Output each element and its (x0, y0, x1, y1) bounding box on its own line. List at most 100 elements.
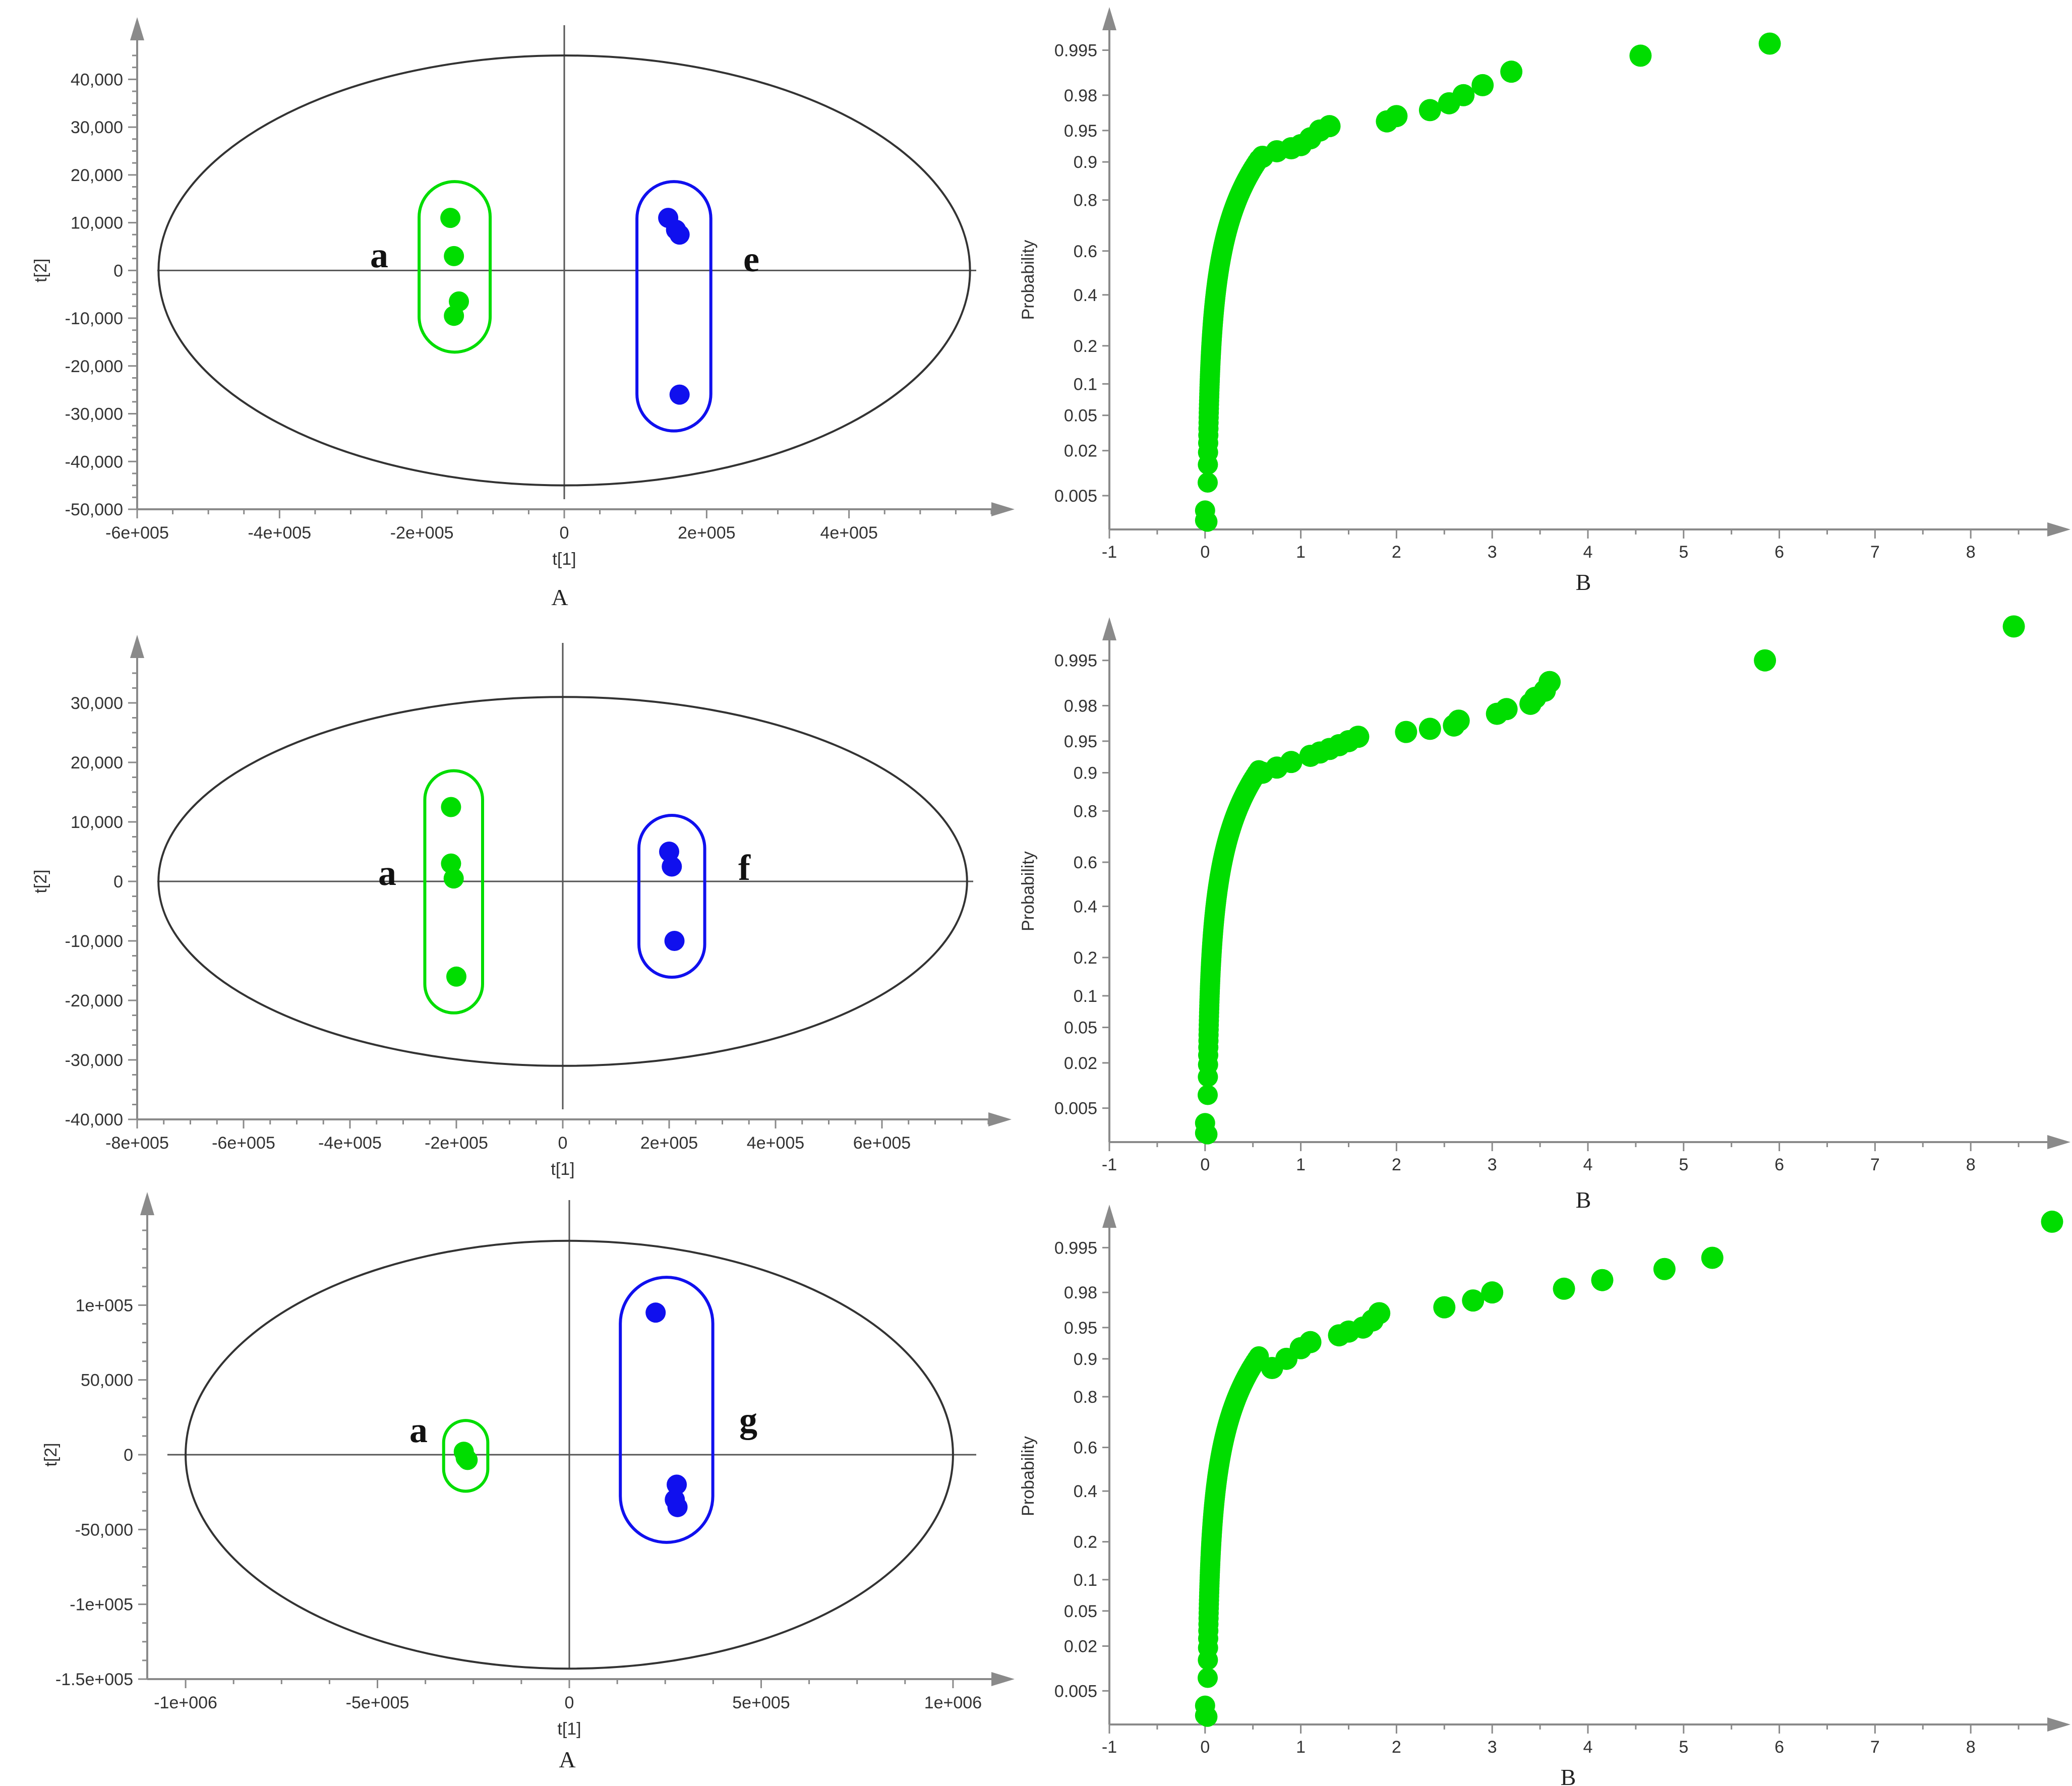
y-tick-label: -40,000 (65, 452, 123, 471)
prob-B1-y-axis-arrow (1102, 7, 1116, 30)
prob-B1-x-axis-arrow (2047, 522, 2070, 537)
x-tick-label: 8 (1966, 543, 1976, 562)
x-tick-label: 8 (1966, 1738, 1976, 1757)
prob-B3-x-axis-arrow (2047, 1717, 2070, 1732)
y-tick-label: 0.02 (1064, 442, 1097, 461)
group-a-point (444, 246, 464, 266)
probability-outlier-point (1471, 74, 1494, 96)
y-tick-label: 0.98 (1064, 86, 1097, 105)
y-tick-label: 0.995 (1054, 41, 1097, 61)
y-tick-label: -40,000 (65, 1110, 123, 1129)
probability-outlier-point (1385, 105, 1408, 128)
y-tick-label: 0.98 (1064, 696, 1097, 716)
group-g-point (667, 1474, 687, 1495)
panel-label: B (1576, 569, 1591, 595)
y-tick-label: -30,000 (65, 1051, 123, 1070)
probability-point (1197, 1668, 1218, 1688)
group-a-point (441, 853, 461, 874)
y-tick-label: 0.95 (1064, 732, 1097, 751)
group-g-point (645, 1302, 666, 1323)
score-A3-x-axis-arrow (991, 1672, 1015, 1686)
y-tick-label: 0.02 (1064, 1637, 1097, 1656)
y-tick-label: -1.5e+005 (55, 1670, 133, 1689)
group-a-enclosure (423, 769, 485, 1015)
x-tick-label: 4e+005 (747, 1134, 804, 1153)
group-f-point (662, 856, 682, 877)
probability-outlier-point (1433, 1296, 1456, 1319)
group-label-a: a (409, 1410, 428, 1450)
y-tick-label: 0.4 (1074, 897, 1097, 916)
probability-outlier-point (1701, 1246, 1724, 1269)
y-tick-label: 50,000 (81, 1371, 133, 1390)
x-tick-label: 2 (1392, 1155, 1401, 1174)
probability-outlier-point (1418, 99, 1441, 122)
x-tick-label: -2e+005 (390, 523, 454, 543)
group-a-enclosure (418, 180, 492, 354)
y-tick-label: 0.8 (1074, 1388, 1097, 1407)
probability-point (1195, 1695, 1215, 1716)
y-tick-label: 0 (124, 1446, 133, 1465)
group-label-e: e (743, 239, 759, 279)
x-tick-label: 3 (1488, 1155, 1497, 1174)
group-g-enclosure (619, 1276, 715, 1544)
y-tick-label: 30,000 (71, 118, 123, 137)
x-tick-label: -4e+005 (318, 1134, 382, 1153)
prob-B3-y-axis-arrow (1102, 1205, 1116, 1228)
x-tick-label: 7 (1870, 543, 1880, 562)
x-tick-label: 6e+005 (853, 1134, 911, 1153)
x-tick-label: 2 (1392, 543, 1401, 562)
y-tick-label: 20,000 (71, 753, 123, 772)
score-A2-x-axis-arrow (988, 1112, 1012, 1126)
probability-outlier-point (1395, 721, 1417, 743)
probability-outlier-point (1495, 698, 1518, 721)
y-tick-label: 0.9 (1074, 763, 1097, 783)
probability-outlier-point (2041, 1210, 2063, 1233)
probability-outlier-point (1418, 718, 1441, 740)
probability-point (1197, 1085, 1218, 1105)
probability-plot-2: -1 0 1 2 3 4 5 6 7 8 0.995 0.98 0.95 0.9 0.8 0.6 0.4 0.2 0… (1019, 615, 2070, 1213)
y-tick-label: 0.4 (1074, 1482, 1097, 1501)
x-tick-label: 0 (558, 1134, 568, 1153)
y-tick-label: 10,000 (71, 813, 123, 832)
x-tick-label: 5 (1679, 1155, 1688, 1174)
x-tick-label: 3 (1488, 543, 1497, 562)
probability-outlier-point (1318, 115, 1341, 138)
x-tick-label: 2e+005 (640, 1134, 698, 1153)
probability-outlier-point (2002, 615, 2025, 638)
x-axis-label: t[1] (551, 1160, 574, 1179)
y-tick-label: 0.1 (1074, 987, 1097, 1006)
hotelling-ellipse (157, 696, 968, 1067)
probability-outlier-point (1754, 649, 1777, 672)
group-label-f: f (738, 848, 751, 888)
probability-outlier-point (1653, 1258, 1676, 1280)
y-tick-label: 0.05 (1064, 1602, 1097, 1621)
x-tick-label: 8 (1966, 1155, 1976, 1174)
y-tick-label: -20,000 (65, 357, 123, 376)
score-plot-a-vs-e: -6e+005 -4e+005 -2e+005 0 2e+005 4e+005 40,000… (31, 17, 1015, 610)
probability-outlier-point (1452, 84, 1475, 106)
y-tick-label: 0.005 (1054, 1682, 1097, 1701)
y-axis-label: t[2] (31, 259, 50, 282)
x-tick-label: 5 (1679, 1738, 1688, 1757)
panel-label: A (551, 584, 568, 610)
panel-label: B (1576, 1187, 1591, 1213)
hotelling-ellipse (157, 54, 971, 487)
y-axis-label: Probability (1019, 851, 1038, 931)
x-tick-label: 0 (1200, 1738, 1210, 1757)
group-e-point (669, 224, 690, 245)
y-tick-label: 0.1 (1074, 375, 1097, 394)
group-g-point (667, 1497, 688, 1517)
x-tick-label: -1 (1102, 1155, 1117, 1174)
score-A3-y-axis-arrow (140, 1192, 154, 1215)
x-tick-label: 1 (1296, 1155, 1306, 1174)
x-tick-label: 5e+005 (732, 1693, 790, 1712)
y-tick-label: -10,000 (65, 309, 123, 328)
y-tick-label: 0.2 (1074, 948, 1097, 968)
x-tick-label: 4 (1583, 543, 1593, 562)
y-tick-label: 10,000 (71, 214, 123, 233)
x-tick-label: 1 (1296, 543, 1306, 562)
group-e-point (669, 384, 690, 405)
probability-outlier-point (1591, 1269, 1614, 1291)
probability-point (1195, 500, 1215, 521)
x-tick-label: -1 (1102, 543, 1117, 562)
